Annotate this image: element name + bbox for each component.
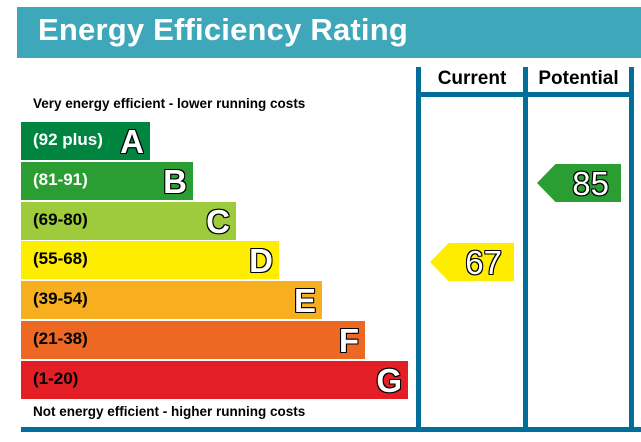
chart-title: Energy Efficiency Rating bbox=[38, 12, 409, 47]
bottom-note: Not energy efficient - higher running co… bbox=[33, 404, 306, 419]
band-letter: E bbox=[293, 282, 316, 319]
band-letter: A bbox=[120, 123, 144, 160]
potential-rating-value: 85 bbox=[572, 165, 609, 202]
bottom-border bbox=[21, 427, 641, 432]
band-range: (69-80) bbox=[33, 210, 88, 229]
band-letter: D bbox=[249, 242, 273, 279]
band-d: (55-68) D bbox=[21, 241, 279, 279]
band-f: (21-38) F bbox=[21, 321, 365, 359]
band-e: (39-54) E bbox=[21, 281, 322, 319]
column-divider bbox=[416, 67, 421, 431]
top-note: Very energy efficient - lower running co… bbox=[33, 96, 306, 111]
band-letter: B bbox=[163, 163, 187, 200]
column-divider bbox=[629, 67, 634, 431]
current-rating-value: 67 bbox=[465, 244, 502, 281]
header-divider bbox=[416, 92, 634, 97]
band-range: (1-20) bbox=[33, 369, 79, 388]
title-bar bbox=[17, 7, 641, 58]
band-g: (1-20) G bbox=[21, 361, 408, 399]
band-range: (81-91) bbox=[33, 170, 88, 189]
band-c: (69-80) C bbox=[21, 202, 236, 240]
column-header-potential: Potential bbox=[538, 68, 619, 89]
band-a: (92 plus) A bbox=[21, 122, 150, 160]
band-letter: C bbox=[206, 203, 230, 240]
band-range: (21-38) bbox=[33, 329, 88, 348]
column-divider bbox=[523, 67, 528, 431]
band-b: (81-91) B bbox=[21, 162, 193, 200]
current-rating-arrow: 67 bbox=[430, 243, 514, 281]
band-letter: F bbox=[338, 322, 359, 359]
column-header-current: Current bbox=[437, 68, 507, 89]
potential-rating-arrow: 85 bbox=[537, 164, 621, 202]
band-range: (92 plus) bbox=[33, 130, 103, 149]
band-range: (39-54) bbox=[33, 289, 88, 308]
band-range: (55-68) bbox=[33, 249, 88, 268]
band-letter: G bbox=[376, 362, 402, 399]
